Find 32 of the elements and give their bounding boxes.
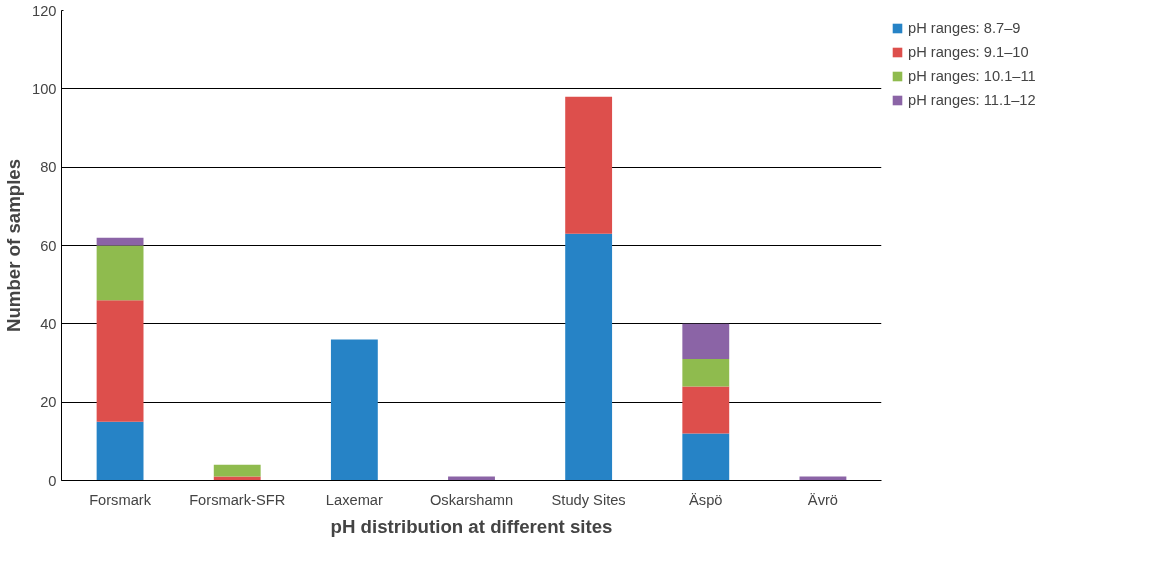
- x-tick-label: Ävrö: [807, 491, 838, 508]
- y-tick-label: 100: [32, 80, 57, 97]
- bar: [330, 339, 378, 481]
- legend-label: pH ranges: 8.7–9: [908, 20, 1021, 36]
- bar: [565, 96, 613, 234]
- x-tick-label: Forsmark: [89, 491, 152, 508]
- bar: [682, 386, 730, 434]
- x-tick-label: Oskarshamn: [429, 491, 514, 508]
- bar: [682, 359, 730, 387]
- legend-label: pH ranges: 10.1–11: [908, 68, 1036, 84]
- y-tick-label: 80: [40, 159, 57, 176]
- y-tick-label: 120: [32, 2, 57, 19]
- x-axis-title: pH distribution at different sites: [330, 515, 613, 537]
- bar: [96, 300, 144, 422]
- legend-label: pH ranges: 11.1–12: [908, 92, 1036, 108]
- x-tick-label: Study Sites: [551, 491, 626, 508]
- y-axis-title: Number of samples: [3, 158, 25, 333]
- bar: [96, 421, 144, 481]
- bar: [96, 245, 144, 301]
- bar: [682, 323, 730, 360]
- x-tick-label: Äspö: [689, 491, 723, 508]
- bar: [682, 433, 730, 481]
- y-tick-label: 60: [40, 237, 57, 254]
- bar: [96, 237, 144, 246]
- legend-label: pH ranges: 9.1–10: [908, 44, 1029, 60]
- y-tick-label: 0: [48, 472, 57, 489]
- x-tick-label: Forsmark-SFR: [189, 491, 286, 508]
- bar: [565, 233, 613, 481]
- y-tick-label: 40: [40, 315, 57, 332]
- bar: [213, 464, 261, 477]
- y-tick-label: 20: [40, 394, 57, 411]
- x-tick-label: Laxemar: [325, 491, 383, 508]
